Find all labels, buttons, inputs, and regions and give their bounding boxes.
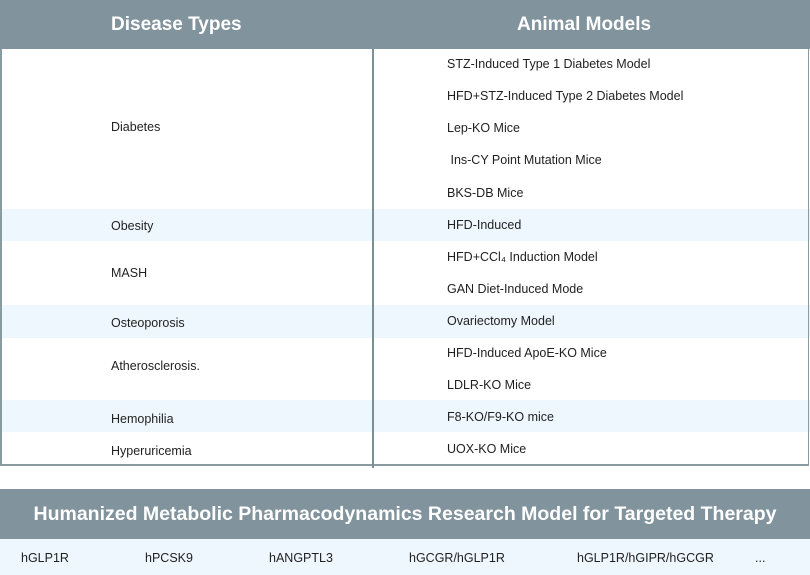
column-header-animal-models: Animal Models — [517, 14, 652, 35]
model-cell: BKS-DB Mice — [447, 186, 524, 200]
disease-cell: Atherosclerosis. — [111, 359, 200, 373]
column-divider — [372, 49, 374, 468]
target-list: hGLP1R hPCSK9 hANGPTL3 hGCGR/hGLP1R hGLP… — [0, 539, 810, 575]
humanized-header: Humanized Metabolic Pharmacodynamics Res… — [0, 489, 810, 539]
model-cell: Ovariectomy Model — [447, 314, 555, 328]
model-cell: Ins-CY Point Mutation Mice — [447, 153, 602, 167]
model-cell: HFD+STZ-Induced Type 2 Diabetes Model — [447, 89, 684, 103]
disease-cell: Obesity — [111, 219, 154, 233]
table-row-osteoporosis — [0, 305, 810, 338]
model-cell: HFD+CCl₄ Induction Model — [447, 250, 598, 264]
disease-cell: Osteoporosis — [111, 316, 185, 330]
target-item: hPCSK9 — [145, 551, 193, 565]
model-cell: GAN Diet-Induced Mode — [447, 282, 584, 296]
table-row-obesity — [0, 209, 810, 241]
table-header: Disease Types Animal Models — [0, 0, 810, 49]
model-cell: UOX-KO Mice — [447, 442, 527, 456]
humanized-title: Humanized Metabolic Pharmacodynamics Res… — [33, 503, 777, 525]
disease-cell: Hyperuricemia — [111, 444, 192, 458]
target-item: hANGPTL3 — [269, 551, 333, 565]
column-header-disease-types: Disease Types — [111, 14, 242, 35]
model-cell: STZ-Induced Type 1 Diabetes Model — [447, 57, 651, 71]
target-item: hGCGR/hGLP1R — [409, 551, 505, 565]
target-item-ellipsis: ... — [755, 551, 766, 565]
target-item: hGLP1R — [21, 551, 69, 565]
model-cell: F8-KO/F9-KO mice — [447, 410, 554, 424]
model-cell: LDLR-KO Mice — [447, 378, 532, 392]
target-item: hGLP1R/hGIPR/hGCGR — [577, 551, 714, 565]
model-cell: HFD-Induced ApoE-KO Mice — [447, 346, 607, 360]
model-cell: HFD-Induced — [447, 218, 522, 232]
table-border — [0, 49, 809, 466]
disease-cell: Hemophilia — [111, 412, 174, 426]
model-cell: Lep-KO Mice — [447, 121, 520, 135]
disease-cell: Diabetes — [111, 120, 161, 134]
disease-cell: MASH — [111, 266, 148, 280]
table-row-hemophilia — [0, 400, 810, 432]
